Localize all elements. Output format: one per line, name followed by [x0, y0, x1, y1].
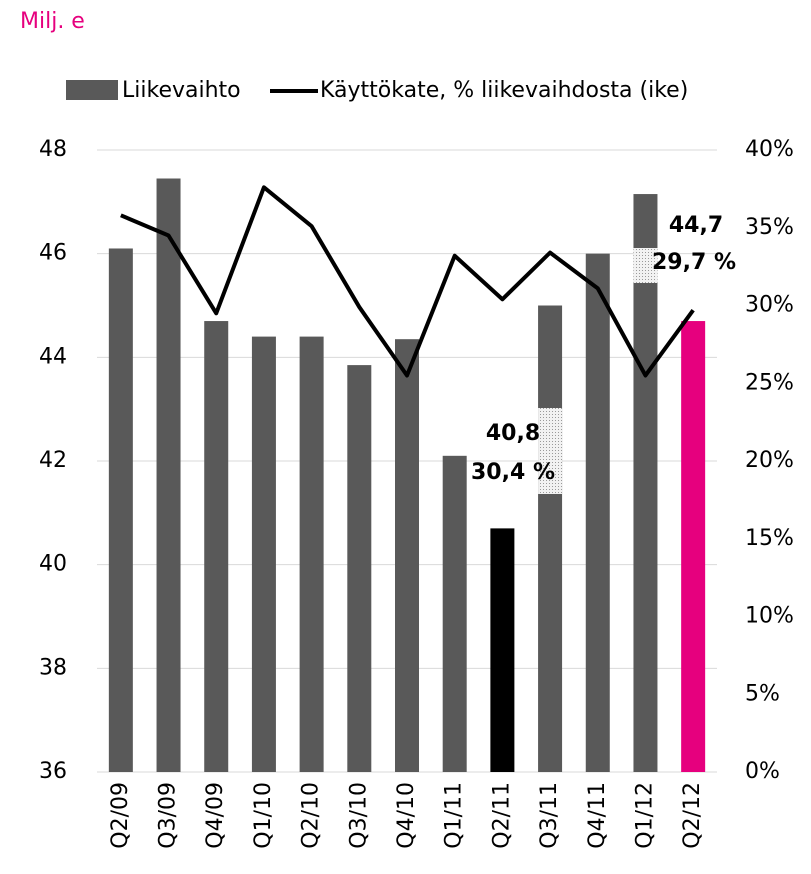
y-tick-label: 44	[39, 344, 67, 369]
x-tick-label: Q3/11	[537, 782, 562, 849]
x-tick-label: Q2/12	[680, 782, 705, 849]
legend-label: Liikevaihto	[122, 78, 241, 103]
bar	[395, 339, 419, 772]
bar	[204, 321, 229, 772]
y2-tick-label: 10%	[745, 604, 794, 629]
y2-tick-label: 35%	[745, 215, 794, 240]
legend: Liikevaihto Käyttökate, % liikevaihdosta …	[66, 78, 688, 103]
x-tick-label: Q1/11	[442, 782, 467, 849]
bar	[681, 321, 706, 772]
x-tick-label: Q3/10	[346, 782, 371, 849]
x-tick-label: Q4/09	[203, 782, 228, 849]
y-tick-label: 46	[39, 241, 67, 266]
y-tick-label: 40	[39, 552, 67, 577]
label-backdrop	[538, 408, 563, 494]
annotation: 40,8	[486, 421, 540, 446]
y2-tick-label: 20%	[745, 448, 794, 473]
bar	[490, 528, 515, 772]
y2-tick-label: 30%	[745, 293, 794, 318]
x-tick-label: Q1/12	[632, 782, 657, 849]
x-tick-label: Q2/09	[108, 782, 133, 849]
x-tick-label: Q3/09	[156, 782, 181, 849]
annotation: 29,7 %	[652, 250, 736, 275]
unit-label: Milj. e	[20, 9, 85, 34]
y2-tick-label: 25%	[745, 370, 794, 395]
bar	[538, 305, 563, 772]
legend-label: Käyttökate, % liikevaihdosta (ike)	[320, 78, 688, 103]
bar	[633, 194, 658, 772]
bar	[299, 336, 324, 772]
legend-swatch	[66, 80, 118, 100]
bar	[108, 248, 133, 772]
bar	[585, 253, 610, 772]
label-backdrop	[633, 248, 658, 283]
bar	[251, 336, 276, 772]
y-tick-label: 48	[39, 137, 67, 162]
line	[120, 185, 695, 378]
y2-tick-label: 0%	[745, 759, 780, 784]
y2-tick-label: 15%	[745, 526, 794, 551]
x-tick-label: Q4/10	[394, 782, 419, 849]
y-tick-label: 36	[39, 759, 67, 784]
annotation: 30,4 %	[471, 460, 555, 485]
bar	[347, 365, 372, 772]
x-tick-label: Q2/11	[489, 782, 514, 849]
y2-tick-label: 40%	[745, 137, 794, 162]
y-tick-label: 38	[39, 655, 67, 680]
x-tick-label: Q4/11	[585, 782, 610, 849]
annotation: 44,7	[669, 213, 723, 238]
bar	[156, 178, 181, 773]
y-tick-label: 42	[39, 448, 67, 473]
y2-tick-label: 5%	[745, 681, 780, 706]
x-tick-label: Q1/10	[251, 782, 276, 849]
x-tick-label: Q2/10	[299, 782, 324, 849]
bar	[442, 455, 467, 772]
